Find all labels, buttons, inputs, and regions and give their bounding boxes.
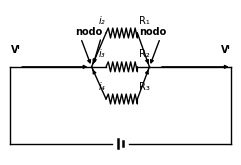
- Text: i₃: i₃: [98, 49, 105, 59]
- Text: nodo: nodo: [139, 27, 166, 37]
- Text: R₁: R₁: [139, 16, 149, 26]
- Text: i₄: i₄: [98, 82, 105, 92]
- Text: i₂: i₂: [98, 16, 105, 26]
- Text: Vⁱ: Vⁱ: [221, 45, 230, 55]
- Text: Vᴵ: Vᴵ: [11, 45, 20, 55]
- Text: nodo: nodo: [75, 27, 102, 37]
- Text: R₂: R₂: [139, 49, 149, 59]
- Text: R₃: R₃: [139, 82, 149, 92]
